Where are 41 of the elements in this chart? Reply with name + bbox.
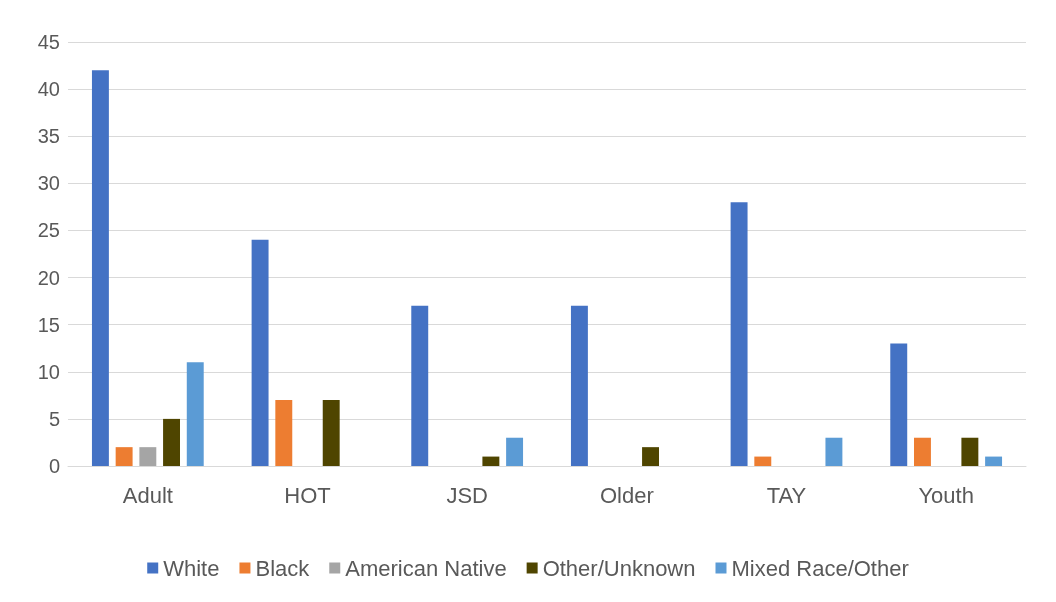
- y-tick-label: 40: [37, 78, 60, 101]
- legend-label: American Native: [345, 555, 507, 581]
- bar: [163, 418, 181, 466]
- y-tick-label: 35: [37, 125, 60, 148]
- x-tick-label: TAY: [766, 482, 807, 508]
- y-tick-label: 20: [37, 266, 60, 289]
- bar: [730, 202, 748, 466]
- legend-label: Mixed Race/Other: [731, 555, 909, 581]
- y-tick-label: 10: [37, 360, 60, 383]
- legend-label: Other/Unknown: [542, 555, 696, 581]
- y-tick-label: 45: [37, 31, 60, 53]
- y-tick-label: 15: [37, 313, 60, 336]
- bar: [115, 447, 133, 466]
- bar: [913, 437, 931, 466]
- x-tick-label: Youth: [918, 482, 974, 508]
- bar: [139, 447, 157, 466]
- bar: [890, 343, 908, 466]
- bar: [482, 456, 500, 466]
- bar: [91, 70, 109, 466]
- bar: [642, 447, 660, 466]
- y-tick-label: 30: [37, 172, 60, 195]
- x-tick-label: HOT: [284, 482, 331, 508]
- legend-label: Black: [255, 555, 311, 581]
- y-tick-label: 5: [48, 407, 60, 430]
- legend-label: White: [163, 555, 220, 581]
- bar: [186, 362, 204, 466]
- bar: [275, 400, 293, 466]
- x-tick-label: Adult: [122, 482, 173, 508]
- bar: [322, 400, 340, 466]
- x-tick-label: JSD: [446, 482, 488, 508]
- bar: [754, 456, 772, 466]
- bar: [251, 239, 269, 466]
- bar: [985, 456, 1003, 466]
- y-tick-label: 0: [48, 455, 60, 477]
- bar: [570, 305, 588, 466]
- bar: [825, 437, 843, 466]
- x-tick-label: Older: [599, 482, 654, 508]
- y-tick-label: 25: [37, 219, 60, 242]
- bar: [961, 437, 979, 466]
- bar: [411, 305, 429, 466]
- bar: [506, 437, 524, 466]
